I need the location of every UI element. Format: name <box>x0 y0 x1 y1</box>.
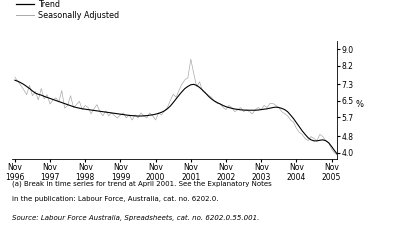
Text: (a) Break in time series for trend at April 2001. See the Explanatory Notes: (a) Break in time series for trend at Ap… <box>12 180 272 187</box>
Text: Source: Labour Force Australia, Spreadsheets, cat. no. 6202.0.55.001.: Source: Labour Force Australia, Spreadsh… <box>12 215 259 221</box>
Y-axis label: %: % <box>355 100 363 109</box>
Text: in the publication: Labour Force, Australia, cat. no. 6202.0.: in the publication: Labour Force, Austra… <box>12 196 218 202</box>
Legend: Trend, Seasonally Adjusted: Trend, Seasonally Adjusted <box>16 0 119 20</box>
